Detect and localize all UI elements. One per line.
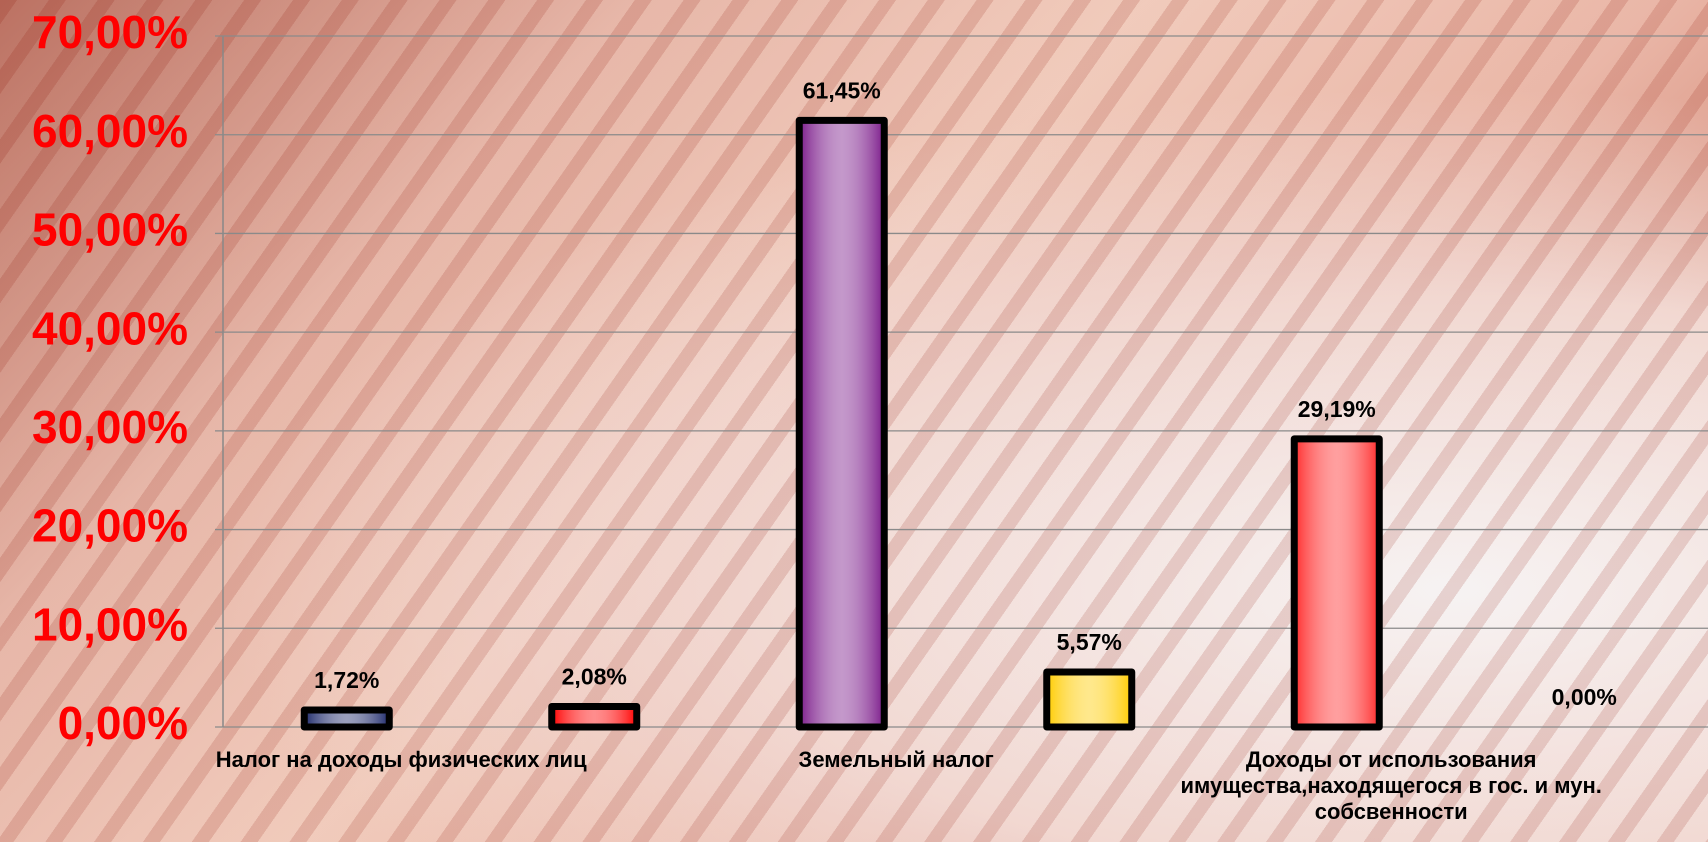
- value-label: 29,19%: [1298, 396, 1376, 422]
- page: 0,00% 10,00% 20,00% 30,00% 40,00% 50,00% 60,00…: [0, 0, 1708, 842]
- y-tick-label: 0,00%: [58, 697, 188, 749]
- y-tick-label: 40,00%: [32, 302, 188, 354]
- bar: [1294, 439, 1379, 727]
- y-tick-label: 10,00%: [32, 598, 188, 650]
- bar: [1047, 672, 1132, 727]
- y-tick-label: 70,00%: [32, 6, 188, 58]
- chart: 0,00% 10,00% 20,00% 30,00% 40,00% 50,00% 60,00…: [0, 0, 1708, 842]
- value-label: 0,00%: [1552, 684, 1617, 710]
- x-tick-label: Земельный налог: [656, 747, 1136, 773]
- y-tick-label: 20,00%: [32, 500, 188, 552]
- y-tick-label: 50,00%: [32, 204, 188, 256]
- value-label: 2,08%: [562, 664, 627, 690]
- y-tick-label: 60,00%: [32, 105, 188, 157]
- value-label: 5,57%: [1057, 629, 1122, 655]
- x-tick-label: Налог на доходы физических лиц: [161, 747, 641, 773]
- value-label: 61,45%: [803, 77, 881, 103]
- bar: [799, 120, 884, 727]
- bar: [552, 706, 637, 727]
- y-tick-label: 30,00%: [32, 401, 188, 453]
- bar: [304, 710, 389, 727]
- x-tick-label: Доходы от использования имущества,находя…: [1151, 747, 1631, 825]
- value-label: 1,72%: [314, 667, 379, 693]
